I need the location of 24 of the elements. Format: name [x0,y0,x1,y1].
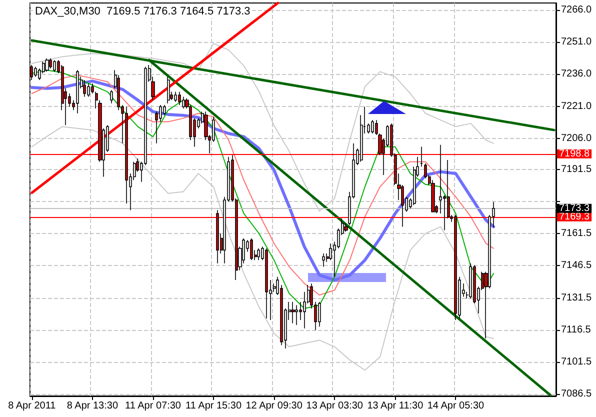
y-tick-label: 7161.5 [561,228,592,240]
x-tick-label: 12 Apr 09:30 [246,400,303,412]
y-tick-label: 7131.5 [561,292,592,304]
y-tick-label: 7236.0 [561,68,592,80]
x-tick-label: 14 Apr 05:30 [427,400,485,412]
x-tick-label: 13 Apr 11:30 [367,400,424,412]
ref-line-label: 7173.3 [559,202,590,214]
ref-line-label: 7169.3 [559,211,590,222]
y-tick-label: 7191.5 [561,164,592,175]
x-tick-label: 11 Apr 15:30 [186,400,242,412]
x-tick-label: 11 Apr 07:30 [124,400,182,412]
ref-line-label: 7198.8 [559,148,590,160]
y-tick-label: 7101.5 [561,356,592,368]
y-tick-label: 7086.5 [561,388,592,400]
y-tick-label: 7221.0 [561,100,592,112]
y-tick-label: 7116.5 [561,324,592,336]
x-tick-label: 8 Apr 13:30 [66,400,118,412]
x-tick-label: 8 Apr 2011 [8,400,56,412]
x-tick-label: 13 Apr 03:30 [306,400,364,412]
y-tick-label: 7146.5 [561,260,592,272]
chart-title: DAX_30,M30 7169.5 7176.3 7164.5 7173.3 [35,6,250,18]
y-tick-label: 7206.0 [561,132,592,144]
y-tick-label: 7251.0 [561,36,592,48]
y-tick-label: 7266.0 [561,4,592,16]
